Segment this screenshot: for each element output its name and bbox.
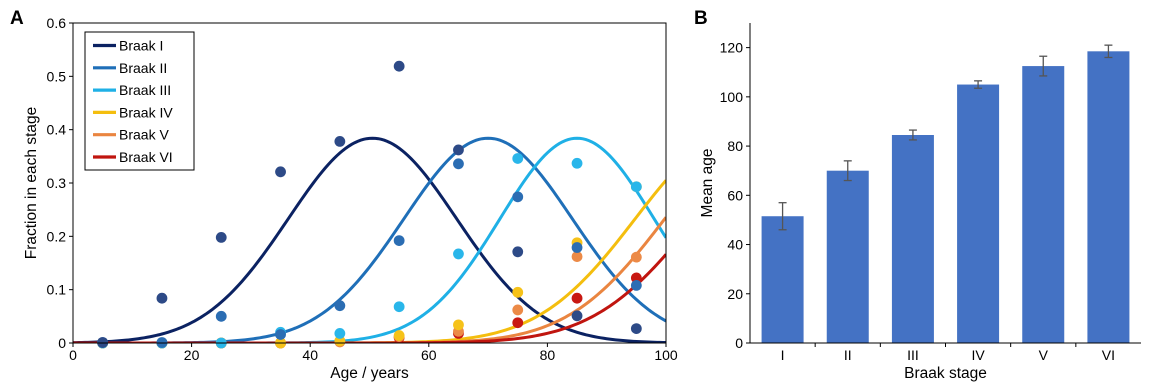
panel-a-y-tick-label: 0.2 — [47, 228, 67, 244]
point-braak-ii — [512, 191, 524, 203]
point-braak-ii — [393, 235, 405, 247]
panel-a-y-tick-label: 0.4 — [47, 122, 67, 138]
bar-ii — [826, 170, 869, 343]
panel-a-x-tick-label: 100 — [654, 347, 678, 363]
point-braak-i — [97, 337, 109, 348]
legend-label-braak-iv: Braak IV — [119, 104, 173, 120]
panel-b-y-tick-label: 0 — [735, 335, 743, 351]
point-braak-iii — [393, 301, 405, 313]
point-braak-i — [156, 292, 168, 304]
panel-a-x-axis-title: Age / years — [330, 365, 409, 382]
point-braak-i — [215, 232, 227, 243]
point-braak-iv — [393, 330, 405, 341]
bar-vi — [1087, 51, 1130, 344]
point-braak-vi — [512, 317, 524, 329]
panel-a-y-tick-label: 0.5 — [47, 68, 67, 84]
legend-label-braak-ii: Braak II — [119, 60, 167, 76]
panel-a-x-tick-label: 60 — [421, 347, 437, 363]
point-braak-i — [512, 246, 524, 258]
panel-b-error-bars — [778, 44, 1113, 231]
panel-a-x-tick-label: 40 — [302, 347, 318, 363]
point-braak-iii — [334, 328, 346, 339]
bar-v — [1022, 66, 1065, 344]
panel-b-y-axis-title: Mean age — [699, 149, 716, 218]
panel-a-x-tick-label: 0 — [69, 347, 77, 363]
point-braak-i — [571, 310, 583, 322]
category-label-i: I — [781, 347, 785, 363]
panel-b-bars — [761, 51, 1130, 344]
category-label-iii: III — [907, 347, 919, 363]
panel-b-letter: B — [694, 8, 708, 29]
point-braak-iv — [334, 335, 346, 347]
panel-a-x-tick-label: 20 — [184, 347, 200, 363]
point-braak-ii — [334, 300, 346, 312]
panel-a-y-axis-title: Fraction in each stage — [23, 107, 40, 260]
category-label-vi: VI — [1102, 347, 1115, 363]
panel-b-y-tick-label: 20 — [727, 286, 743, 302]
category-label-v: V — [1039, 347, 1049, 363]
legend-label-braak-i: Braak I — [119, 38, 163, 54]
point-braak-v — [571, 251, 583, 262]
panel-b-y-tick-label: 40 — [727, 237, 743, 253]
legend-label-braak-vi: Braak VI — [119, 149, 173, 165]
curve-braak-iii — [73, 136, 666, 343]
point-braak-iii — [453, 248, 464, 260]
point-braak-i — [630, 323, 642, 334]
panel-a-y-tick-label: 0.6 — [47, 15, 67, 31]
panel-a-points — [97, 60, 642, 349]
point-braak-vi — [571, 292, 583, 304]
point-braak-i — [275, 166, 286, 178]
panel-a-legend: Braak I Braak II Braak III Braak IV Braak V B… — [84, 31, 195, 171]
point-braak-iv — [453, 319, 464, 331]
point-braak-ii — [215, 310, 227, 322]
panel-a-letter: A — [10, 8, 24, 29]
bar-iv — [957, 84, 1000, 344]
bar-i — [761, 216, 804, 343]
point-braak-i — [334, 136, 346, 147]
point-braak-iv — [512, 286, 524, 298]
point-braak-ii — [453, 158, 464, 170]
panel-b-y-tick-label: 120 — [720, 40, 744, 56]
point-braak-ii — [275, 329, 286, 340]
legend-label-braak-iii: Braak III — [119, 82, 171, 98]
point-braak-v — [512, 304, 524, 316]
point-braak-i — [453, 144, 464, 156]
panel-a-y-tick-label: 0.1 — [47, 282, 67, 298]
point-braak-ii — [156, 337, 168, 348]
point-braak-iii — [630, 181, 642, 193]
panel-a-x-tick-label: 80 — [540, 347, 556, 363]
legend-label-braak-v: Braak V — [119, 127, 169, 143]
point-braak-iii — [512, 153, 524, 164]
point-braak-ii — [630, 280, 642, 291]
category-label-ii: II — [844, 347, 852, 363]
panel-b-x-axis-title: Braak stage — [904, 365, 987, 382]
panel-b-y-tick-label: 100 — [720, 89, 744, 105]
panel-a-y-tick-label: 0.3 — [47, 175, 67, 191]
panel-b-y-tick-label: 60 — [727, 187, 743, 203]
legend-box — [84, 31, 195, 171]
point-braak-v — [630, 251, 642, 263]
panel-b-y-tick-label: 80 — [727, 138, 743, 154]
point-braak-i — [393, 60, 405, 72]
panel-a-y-tick-label: 0 — [58, 335, 66, 351]
point-braak-vi — [630, 272, 642, 284]
point-braak-iii — [571, 157, 583, 169]
bar-iii — [891, 135, 934, 343]
point-braak-ii — [571, 242, 583, 253]
category-label-iv: IV — [971, 347, 985, 363]
